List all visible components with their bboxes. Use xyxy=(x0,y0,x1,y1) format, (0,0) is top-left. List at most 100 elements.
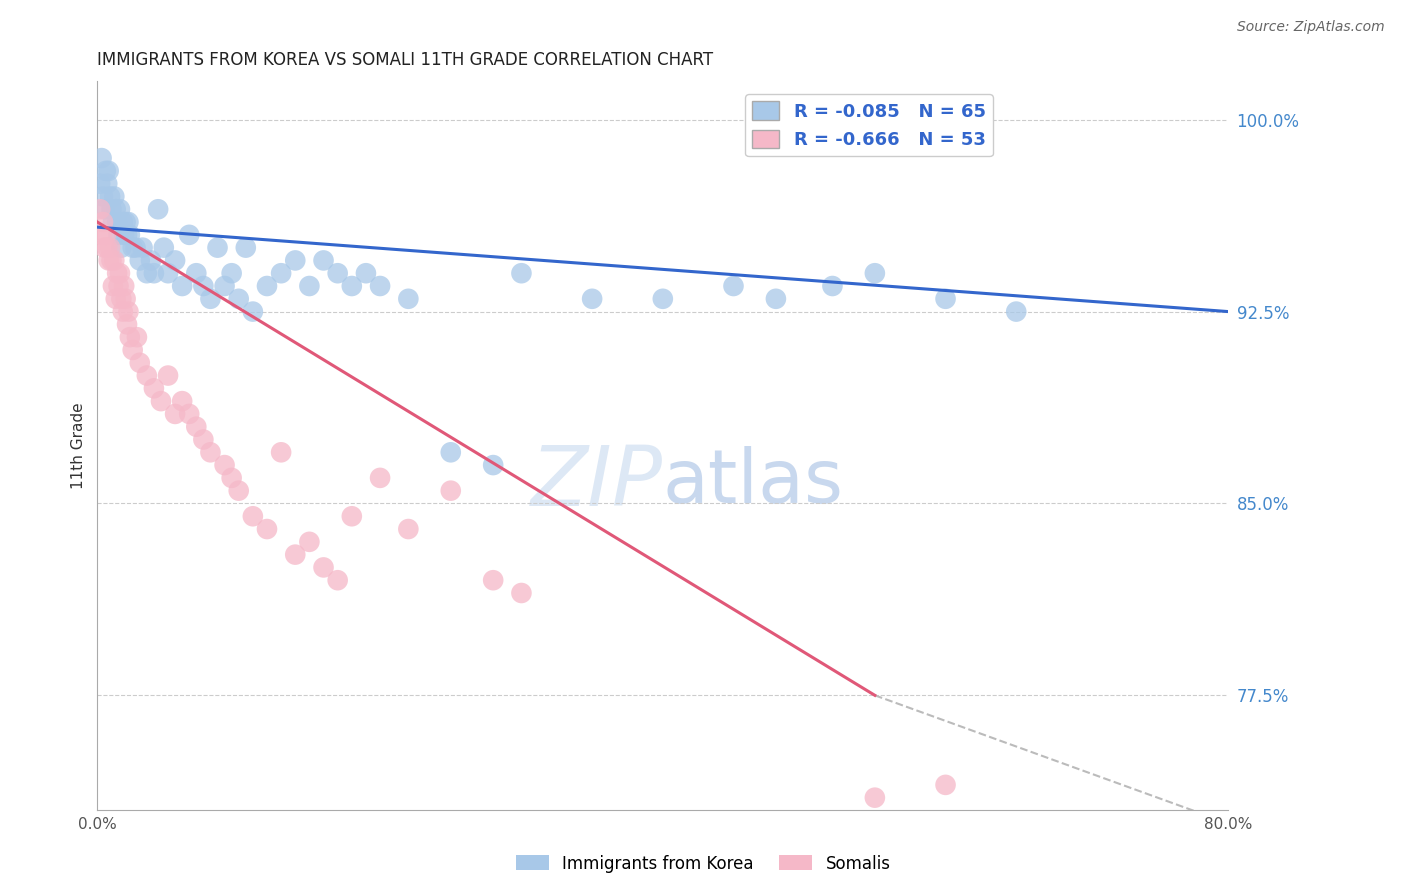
Point xyxy=(207,241,229,255)
Point xyxy=(117,304,139,318)
Point xyxy=(135,368,157,383)
Point xyxy=(270,445,292,459)
Point xyxy=(91,189,114,203)
Point xyxy=(114,215,136,229)
Point xyxy=(114,292,136,306)
Text: atlas: atlas xyxy=(662,446,844,519)
Legend: Immigrants from Korea, Somalis: Immigrants from Korea, Somalis xyxy=(509,848,897,880)
Point xyxy=(186,266,208,280)
Point xyxy=(124,241,146,255)
Point xyxy=(221,266,243,280)
Point xyxy=(128,356,150,370)
Point xyxy=(312,560,335,574)
Point xyxy=(935,292,957,306)
Point xyxy=(149,394,172,409)
Point xyxy=(581,292,603,306)
Point xyxy=(115,227,138,242)
Point xyxy=(101,215,124,229)
Point xyxy=(118,330,141,344)
Point xyxy=(97,253,120,268)
Point xyxy=(135,266,157,280)
Point xyxy=(142,381,165,395)
Point xyxy=(110,241,132,255)
Point xyxy=(107,279,129,293)
Point xyxy=(270,266,292,280)
Point xyxy=(326,266,349,280)
Point xyxy=(482,458,505,472)
Y-axis label: 11th Grade: 11th Grade xyxy=(72,402,86,489)
Point xyxy=(105,266,128,280)
Point xyxy=(103,253,125,268)
Point xyxy=(165,253,187,268)
Point xyxy=(340,279,363,293)
Point xyxy=(510,266,533,280)
Point xyxy=(152,241,174,255)
Point xyxy=(440,483,463,498)
Point xyxy=(510,586,533,600)
Point xyxy=(298,279,321,293)
Point xyxy=(104,202,127,217)
Point xyxy=(863,790,886,805)
Point xyxy=(91,215,114,229)
Point xyxy=(228,292,250,306)
Point xyxy=(284,548,307,562)
Point xyxy=(186,419,208,434)
Point xyxy=(312,253,335,268)
Point xyxy=(142,266,165,280)
Point xyxy=(96,241,118,255)
Point xyxy=(157,266,180,280)
Point xyxy=(125,330,148,344)
Point xyxy=(200,292,222,306)
Point xyxy=(368,279,391,293)
Point xyxy=(112,227,135,242)
Point xyxy=(100,253,122,268)
Point xyxy=(103,189,125,203)
Point xyxy=(242,304,264,318)
Point xyxy=(396,292,419,306)
Point xyxy=(112,279,135,293)
Point xyxy=(117,215,139,229)
Text: ZIP: ZIP xyxy=(531,442,662,523)
Point xyxy=(118,227,141,242)
Point xyxy=(157,368,180,383)
Point xyxy=(93,202,115,217)
Point xyxy=(121,241,143,255)
Point xyxy=(298,534,321,549)
Point xyxy=(256,279,278,293)
Point xyxy=(165,407,187,421)
Point xyxy=(863,266,886,280)
Point xyxy=(108,202,131,217)
Point xyxy=(96,177,118,191)
Point xyxy=(89,202,111,217)
Point xyxy=(723,279,745,293)
Point xyxy=(396,522,419,536)
Point xyxy=(131,241,153,255)
Point xyxy=(765,292,787,306)
Point xyxy=(179,227,201,242)
Point xyxy=(235,241,257,255)
Point xyxy=(107,227,129,242)
Point xyxy=(108,266,131,280)
Point xyxy=(193,279,215,293)
Point xyxy=(104,292,127,306)
Point xyxy=(93,241,115,255)
Point xyxy=(242,509,264,524)
Point xyxy=(94,164,117,178)
Point xyxy=(440,445,463,459)
Point xyxy=(193,433,215,447)
Point xyxy=(101,279,124,293)
Point xyxy=(110,292,132,306)
Point xyxy=(111,304,134,318)
Point xyxy=(200,445,222,459)
Point xyxy=(172,394,194,409)
Point xyxy=(368,471,391,485)
Point xyxy=(214,279,236,293)
Point xyxy=(482,573,505,587)
Text: Source: ZipAtlas.com: Source: ZipAtlas.com xyxy=(1237,20,1385,34)
Point xyxy=(214,458,236,472)
Point xyxy=(326,573,349,587)
Point xyxy=(90,151,112,165)
Point xyxy=(100,202,122,217)
Point xyxy=(121,343,143,357)
Point xyxy=(111,215,134,229)
